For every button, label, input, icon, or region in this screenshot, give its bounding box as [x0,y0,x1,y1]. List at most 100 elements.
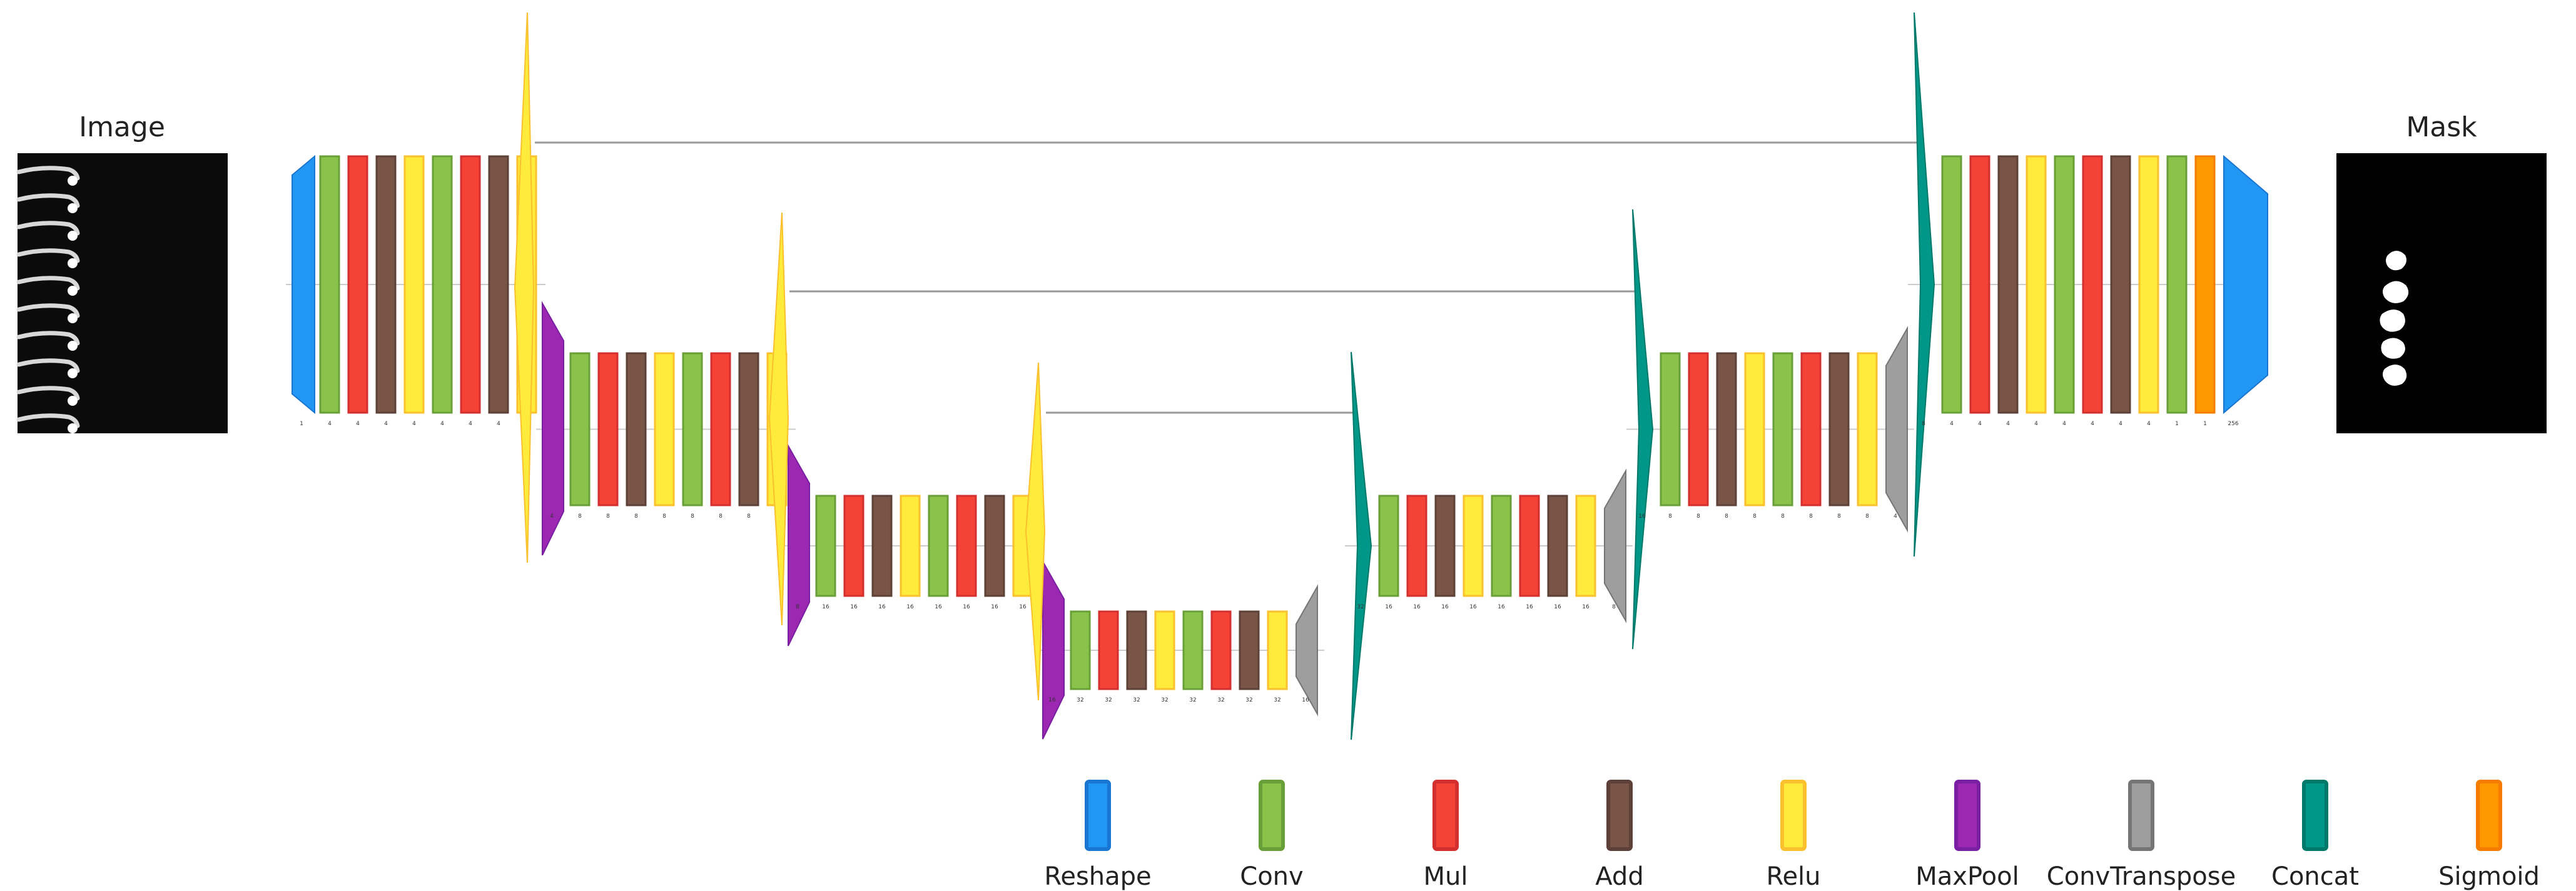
layer-relu [1267,610,1288,690]
legend-label: ConvTranspose [2047,862,2236,891]
legend-swatch [1954,780,1980,851]
layer-mul [1519,495,1540,597]
legend-item-conv-transpose: ConvTranspose [2047,780,2236,891]
layer-add [1434,495,1456,597]
channel-count-label: 16 [1498,604,1505,610]
input-image-streak [16,193,80,208]
input-image-streak [16,166,80,181]
stage-3: 8 16 16 16 16 16 16 16 16 [782,443,1042,647]
stage-6: 16 8 8 8 8 8 8 8 8 4 [1626,209,1914,650]
layer-mul [460,155,481,414]
layer-sigmoid [2194,155,2216,414]
legend-swatch [1085,780,1111,851]
input-image-streak [16,413,80,428]
channel-count-label: 8 [691,513,694,520]
layer-conv [432,155,453,414]
channel-count-label: 8 [1809,513,1813,520]
channel-count-label: 32 [1189,697,1196,703]
layer-relu [1857,352,1878,506]
input-image-spot [68,258,78,268]
layer-relu [1463,495,1484,597]
layer-mul [347,155,368,414]
layer-conv [1941,155,1962,414]
channel-count-label: 8 [606,513,610,520]
channel-count-label: 16 [1019,604,1027,610]
channel-count-label: 16 [1441,604,1449,610]
channel-count-label: 4 [2062,421,2066,427]
channel-count-label: 4 [2006,421,2010,427]
layer-mul [2082,155,2103,414]
layer-add [2110,155,2131,414]
layer-relu-transition [514,12,535,563]
layer-mul [956,495,977,597]
layer-add [738,352,759,506]
channel-count-label: 4 [1950,421,1954,427]
channel-count-label: 16 [878,604,886,610]
layer-conv [682,352,703,506]
input-image-spot [68,176,78,186]
legend-label: Add [1595,862,1643,891]
layer-conv [1491,495,1512,597]
layer-mul [1969,155,1990,414]
input-image-panel: Image [16,111,228,433]
legend-item-max-pool: MaxPool [1915,780,2019,891]
input-image-spot [68,396,78,406]
stage-7: 8 4 4 4 4 4 4 4 4 1 1 256 [1908,12,2268,557]
channel-count-label: 8 [1781,513,1785,520]
channel-count-label: 8 [796,604,799,610]
channel-count-label: 16 [1526,604,1533,610]
layer-mul [1688,352,1709,506]
channel-count-label: 4 [1894,513,1897,520]
channel-count-label: 4 [469,421,472,427]
layer-add [375,155,397,414]
channel-count-label: 8 [1668,513,1672,520]
channel-count-label: 256 [2228,421,2238,427]
layer-conv [319,155,340,414]
legend-label: Relu [1766,862,1820,891]
layer-relu [1744,352,1765,506]
input-image-streaks [16,166,80,433]
channel-count-label: 8 [1837,513,1841,520]
channel-count-label: 8 [1725,513,1728,520]
channel-count-label: 16 [1469,604,1477,610]
layer-mul [1210,610,1232,690]
channel-count-label: 16 [1582,604,1590,610]
layer-relu [1154,610,1175,690]
layer-conv [2166,155,2188,414]
layer-relu-transition [768,212,789,626]
legend-swatch [1606,780,1633,851]
layer-mul [1800,352,1822,506]
channel-count-label: 4 [2034,421,2038,427]
output-mask-panel: Mask [2336,111,2547,433]
skip-connections [535,141,1920,414]
legend-swatch [1433,780,1459,851]
legend-swatch [2476,780,2502,851]
channel-count-label: 8 [662,513,666,520]
input-image-streak [16,331,80,346]
layer-conv [1660,352,1681,506]
input-image-spot [68,313,78,323]
legend-label: Conv [1240,862,1303,891]
input-image-spot [68,203,78,213]
layer-concat [1632,209,1654,650]
channel-count-label: 4 [328,421,332,427]
legend-label: MaxPool [1915,862,2019,891]
channel-count-label: 4 [550,513,554,520]
input-image-streak [16,303,80,318]
legend-swatch [1780,780,1807,851]
channel-count-label: 16 [850,604,858,610]
channel-count-label: 16 [1385,604,1392,610]
input-image-spot [68,341,78,351]
input-image-spot [68,368,78,378]
channel-count-label: 8 [1753,513,1757,520]
legend-swatch [2128,780,2154,851]
layer-relu-transition [1025,362,1046,701]
layer-conv [1070,610,1091,690]
channel-count-label: 8 [578,513,582,520]
channel-count-label: 8 [634,513,638,520]
channel-count-label: 1 [2175,421,2179,427]
channel-count-label: 16 [991,604,998,610]
layer-add [984,495,1005,597]
